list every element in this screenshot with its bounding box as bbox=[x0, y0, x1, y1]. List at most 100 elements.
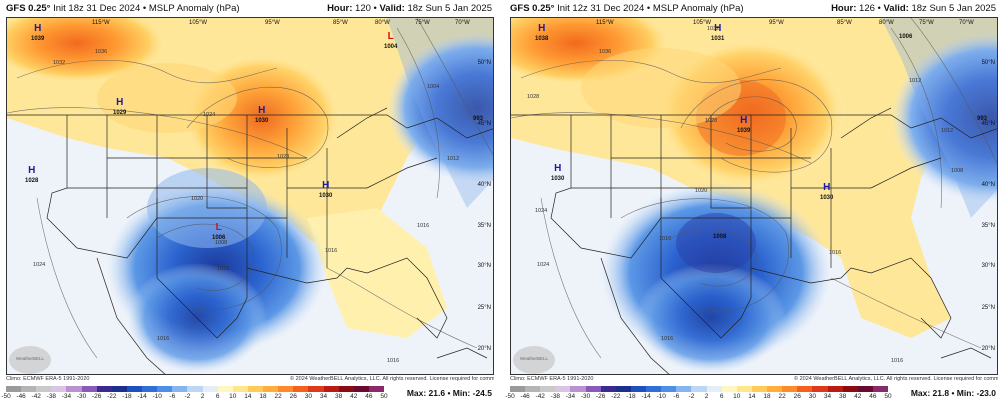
colorbar-swatch bbox=[232, 386, 249, 392]
colorbar-swatch bbox=[202, 386, 219, 392]
isobar-label: 1028 bbox=[527, 94, 540, 100]
low-pressure-center: L 1006 bbox=[212, 222, 226, 242]
lon-label: 85°W bbox=[837, 20, 852, 26]
high-pressure-center: H 1029 bbox=[113, 97, 127, 117]
colorbar-tick: 2 bbox=[200, 393, 205, 400]
colorbar-swatch bbox=[842, 386, 859, 392]
colorbar-swatch bbox=[615, 386, 632, 392]
lat-label: 30°N bbox=[477, 263, 491, 269]
isobar-label: 1020 bbox=[695, 188, 708, 194]
high-pressure-center: H 1028 bbox=[25, 165, 39, 185]
isobar-label: 1028 bbox=[277, 154, 290, 160]
colorbar-tick: 38 bbox=[335, 393, 343, 400]
colorbar-tick: 46 bbox=[365, 393, 373, 400]
lon-label: 95°W bbox=[769, 20, 784, 26]
colorbar-swatch bbox=[36, 386, 52, 392]
colorbar-swatch bbox=[142, 386, 158, 392]
climo-credit: Climo: ECMWF ERA-5 1991-2020 bbox=[510, 376, 594, 382]
weatherbell-logo: WeatherBELL bbox=[513, 346, 555, 374]
valid-label: Valid: bbox=[883, 3, 909, 14]
anomaly-map[interactable]: 115°W 105°W 95°W 85°W 80°W 75°W 70°W 50°… bbox=[6, 17, 494, 375]
copyright-credit: © 2024 WeatherBELL Analytics, LLC. All r… bbox=[290, 376, 494, 382]
colorbar-tick: -46 bbox=[520, 393, 530, 400]
colorbar-swatch bbox=[661, 386, 677, 392]
colorbar-tick: -14 bbox=[641, 393, 651, 400]
isobar-label: 1024 bbox=[33, 262, 46, 268]
model-name: GFS 0.25° bbox=[6, 3, 51, 14]
colorbar-tick: -18 bbox=[122, 393, 132, 400]
colorbar-tick: 10 bbox=[733, 393, 741, 400]
high-pressure-center: H 1039 bbox=[31, 23, 45, 43]
lat-label: 25°N bbox=[981, 305, 995, 311]
lat-label: 35°N bbox=[477, 223, 491, 229]
colorbar-swatch bbox=[187, 386, 204, 392]
colorbar-tick: -38 bbox=[550, 393, 561, 400]
colorbar-tick: -34 bbox=[565, 393, 576, 400]
colorbar-swatch bbox=[247, 386, 264, 392]
colorbar-swatch bbox=[736, 386, 753, 392]
colorbar-tick: 14 bbox=[748, 393, 756, 400]
colorbar-swatch bbox=[751, 386, 768, 392]
colorbar-swatch bbox=[96, 386, 113, 392]
high-pressure-center: H 1038 bbox=[535, 23, 549, 43]
colorbar-tick: 42 bbox=[350, 393, 358, 400]
colorbar-tick: -46 bbox=[16, 393, 26, 400]
colorbar-tick: -6 bbox=[169, 393, 176, 400]
hour-label: Hour: bbox=[831, 3, 857, 14]
max-min-readout: Max: 21.6 • Min: -24.5 bbox=[406, 388, 492, 398]
colorbar-swatch bbox=[872, 386, 889, 392]
isobar-label: 1016 bbox=[661, 336, 674, 342]
colorbar-swatch bbox=[66, 386, 83, 392]
lat-label: 25°N bbox=[477, 305, 491, 311]
isobar-label: 1032 bbox=[707, 26, 720, 32]
isobar-label: 1016 bbox=[325, 248, 338, 254]
colorbar-tick: -26 bbox=[596, 393, 606, 400]
forecast-hour: 120 bbox=[355, 3, 371, 14]
colorbar-tick: 2 bbox=[704, 393, 709, 400]
lon-label: 75°W bbox=[919, 20, 934, 26]
max-min-readout: Max: 21.8 • Min: -23.0 bbox=[910, 388, 996, 398]
colorbar-swatch bbox=[6, 386, 22, 392]
colorbar-tick: -6 bbox=[673, 393, 680, 400]
colorbar-swatch bbox=[782, 386, 798, 392]
panel-header: GFS 0.25° Init 12z 31 Dec 2024 • MSLP An… bbox=[510, 3, 996, 14]
colorbar-tick: -26 bbox=[92, 393, 102, 400]
isobar-label: 1036 bbox=[599, 49, 612, 55]
colorbar-swatch bbox=[263, 386, 279, 392]
colorbar-swatch bbox=[767, 386, 783, 392]
isobar-label: 1012 bbox=[909, 78, 922, 84]
colorbar-tick: 26 bbox=[793, 393, 801, 400]
colorbar-tick: 10 bbox=[229, 393, 237, 400]
lon-label: 70°W bbox=[959, 20, 974, 26]
lat-label: 50°N bbox=[981, 60, 995, 66]
copyright-credit: © 2024 WeatherBELL Analytics, LLC. All r… bbox=[794, 376, 998, 382]
colorbar-swatch bbox=[525, 386, 541, 392]
high-pressure-center: H 1030 bbox=[551, 163, 565, 183]
colorbar-tick: -50 bbox=[1, 393, 11, 400]
colorbar-swatch bbox=[585, 386, 602, 392]
weatherbell-logo: WeatherBELL bbox=[9, 346, 51, 374]
anomaly-map[interactable]: 115°W 105°W 95°W 85°W 80°W 75°W 70°W 50°… bbox=[510, 17, 998, 375]
pressure-value: 1006 bbox=[899, 34, 913, 40]
colorbar-tick: 30 bbox=[808, 393, 816, 400]
lon-label: 75°W bbox=[415, 20, 430, 26]
colorbar-swatch bbox=[510, 386, 526, 392]
colorbar-swatch bbox=[555, 386, 571, 392]
hour-label: Hour: bbox=[327, 3, 353, 14]
colorbar-swatch bbox=[293, 386, 309, 392]
colorbar-tick: 6 bbox=[719, 393, 724, 400]
colorbar-swatch bbox=[126, 386, 143, 392]
colorbar-tick: -22 bbox=[107, 393, 117, 400]
colorbar-swatch bbox=[21, 386, 37, 392]
colorbar-tick: 42 bbox=[854, 393, 862, 400]
lat-label: 35°N bbox=[981, 223, 995, 229]
isobar-label: 1024 bbox=[203, 112, 216, 118]
isobar-label: 1012 bbox=[447, 156, 460, 162]
colorbar-swatch bbox=[540, 386, 556, 392]
init-time: Init 18z 31 Dec 2024 bbox=[53, 3, 141, 14]
colorbar-tick: -42 bbox=[31, 393, 41, 400]
colorbar-tick: 38 bbox=[839, 393, 847, 400]
colorbar-tick: -42 bbox=[535, 393, 545, 400]
isobar-label: 1012 bbox=[217, 266, 230, 272]
colorbar-tick: -30 bbox=[76, 393, 87, 400]
